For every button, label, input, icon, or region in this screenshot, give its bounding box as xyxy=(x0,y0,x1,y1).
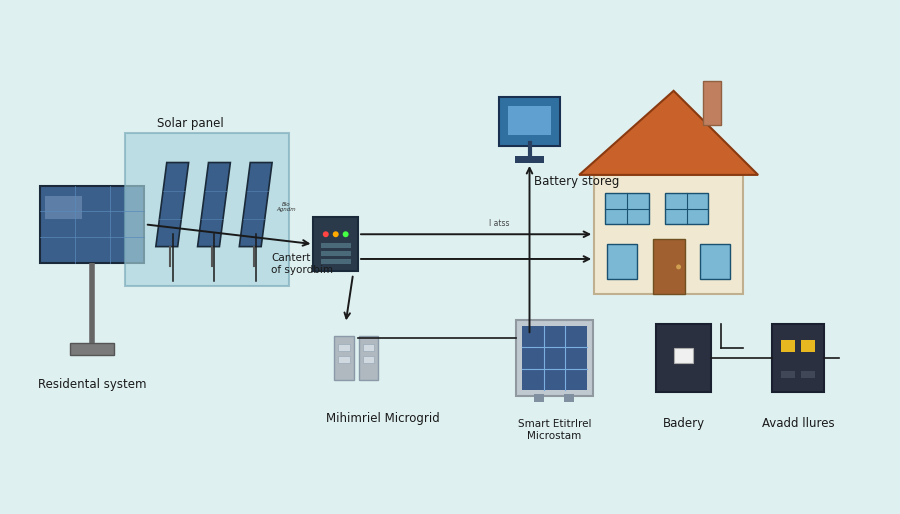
Polygon shape xyxy=(198,162,230,247)
FancyBboxPatch shape xyxy=(781,371,795,378)
Polygon shape xyxy=(156,162,189,247)
FancyBboxPatch shape xyxy=(70,343,114,355)
FancyBboxPatch shape xyxy=(564,394,574,402)
FancyBboxPatch shape xyxy=(594,175,743,293)
FancyBboxPatch shape xyxy=(334,336,354,380)
FancyBboxPatch shape xyxy=(320,243,351,248)
Text: Residental system: Residental system xyxy=(38,378,147,391)
FancyBboxPatch shape xyxy=(40,186,144,263)
Text: Cantert
of syordbim: Cantert of syordbim xyxy=(271,253,333,274)
Text: Badery: Badery xyxy=(662,417,705,430)
Text: Solar panel: Solar panel xyxy=(157,117,223,130)
FancyBboxPatch shape xyxy=(665,193,708,224)
FancyBboxPatch shape xyxy=(320,259,351,264)
Circle shape xyxy=(676,264,681,269)
FancyBboxPatch shape xyxy=(781,340,795,352)
Polygon shape xyxy=(580,91,758,175)
FancyBboxPatch shape xyxy=(700,244,730,279)
FancyBboxPatch shape xyxy=(363,356,374,363)
Circle shape xyxy=(333,231,338,237)
FancyBboxPatch shape xyxy=(673,348,694,363)
FancyBboxPatch shape xyxy=(772,324,824,392)
FancyBboxPatch shape xyxy=(515,156,544,163)
FancyBboxPatch shape xyxy=(313,217,358,271)
Circle shape xyxy=(343,231,348,237)
FancyBboxPatch shape xyxy=(516,320,592,396)
FancyBboxPatch shape xyxy=(535,394,544,402)
FancyBboxPatch shape xyxy=(45,196,82,219)
FancyBboxPatch shape xyxy=(508,106,552,135)
FancyBboxPatch shape xyxy=(801,371,814,378)
FancyBboxPatch shape xyxy=(124,133,289,286)
FancyBboxPatch shape xyxy=(656,324,711,392)
Text: Battery storeg: Battery storeg xyxy=(535,175,620,188)
FancyBboxPatch shape xyxy=(320,251,351,256)
Text: l atss: l atss xyxy=(490,219,510,228)
Polygon shape xyxy=(239,162,272,247)
Text: Avadd llures: Avadd llures xyxy=(761,417,834,430)
FancyBboxPatch shape xyxy=(801,340,814,352)
FancyBboxPatch shape xyxy=(704,81,721,125)
FancyBboxPatch shape xyxy=(605,193,649,224)
FancyBboxPatch shape xyxy=(522,326,587,390)
FancyBboxPatch shape xyxy=(358,336,378,380)
FancyBboxPatch shape xyxy=(338,356,349,363)
Text: Smart Etitrlrel
Microstam: Smart Etitrlrel Microstam xyxy=(518,419,591,441)
FancyBboxPatch shape xyxy=(499,97,561,146)
Text: Mihimriel Microgrid: Mihimriel Microgrid xyxy=(326,412,439,425)
FancyBboxPatch shape xyxy=(607,244,637,279)
FancyBboxPatch shape xyxy=(338,344,349,351)
Circle shape xyxy=(323,231,328,237)
FancyBboxPatch shape xyxy=(363,344,374,351)
Text: Bio
Agndm: Bio Agndm xyxy=(276,201,296,212)
FancyBboxPatch shape xyxy=(652,239,685,293)
